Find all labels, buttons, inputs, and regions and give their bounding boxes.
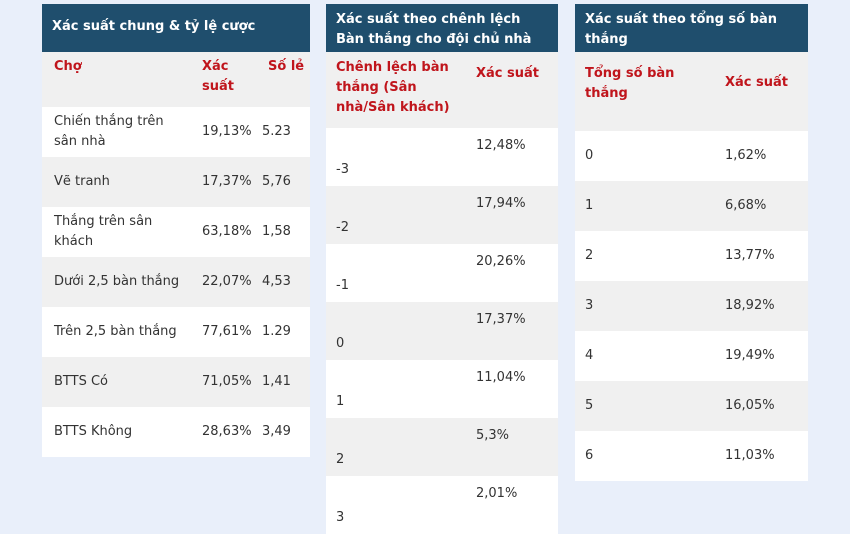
odds-cell: 1,41 bbox=[256, 357, 310, 407]
table-row: Thắng trên sân khách 63,18% 1,58 bbox=[42, 207, 310, 257]
probability-cell: 71,05% bbox=[190, 357, 256, 407]
market-cell: Trên 2,5 bàn thắng bbox=[42, 307, 190, 357]
probability-cell: 2,01% bbox=[466, 476, 558, 534]
market-cell: Thắng trên sân khách bbox=[42, 207, 190, 257]
goal-difference-cell: -3 bbox=[326, 128, 466, 186]
table-row: Chiến thắng trên sân nhà 19,13% 5.23 bbox=[42, 107, 310, 157]
table-row: 3 2,01% bbox=[326, 476, 558, 534]
probability-cell: 17,94% bbox=[466, 186, 558, 244]
market-cell: Vẽ tranh bbox=[42, 157, 190, 207]
total-goals-cell: 1 bbox=[575, 181, 715, 231]
probability-cell: 19,49% bbox=[715, 331, 808, 381]
column-header-odds: Số lẻ bbox=[256, 52, 310, 107]
probability-cell: 16,05% bbox=[715, 381, 808, 431]
table-header-row: Chợ Xác suất Số lẻ bbox=[42, 52, 310, 107]
table-row: Vẽ tranh 17,37% 5,76 bbox=[42, 157, 310, 207]
probability-cell: 1,62% bbox=[715, 131, 808, 181]
probability-cell: 22,07% bbox=[190, 257, 256, 307]
panel-title: Xác suất chung & tỷ lệ cược bbox=[42, 4, 310, 52]
goal-difference-cell: -1 bbox=[326, 244, 466, 302]
odds-cell: 5.23 bbox=[256, 107, 310, 157]
table-row: 4 19,49% bbox=[575, 331, 808, 381]
table-row: 3 18,92% bbox=[575, 281, 808, 331]
odds-cell: 1,58 bbox=[256, 207, 310, 257]
table-row: -1 20,26% bbox=[326, 244, 558, 302]
column-header-market: Chợ bbox=[42, 52, 190, 107]
table-row: 0 1,62% bbox=[575, 131, 808, 181]
table-row: 1 6,68% bbox=[575, 181, 808, 231]
column-header-goal-difference: Chênh lệch bàn thắng (Sân nhà/Sân khách) bbox=[326, 52, 466, 128]
odds-cell: 5,76 bbox=[256, 157, 310, 207]
probability-cell: 5,3% bbox=[466, 418, 558, 476]
table-row: Dưới 2,5 bàn thắng 22,07% 4,53 bbox=[42, 257, 310, 307]
table-row: 6 11,03% bbox=[575, 431, 808, 481]
goal-difference-table: Chênh lệch bàn thắng (Sân nhà/Sân khách)… bbox=[326, 52, 558, 534]
odds-cell: 4,53 bbox=[256, 257, 310, 307]
probability-cell: 63,18% bbox=[190, 207, 256, 257]
odds-cell: 1.29 bbox=[256, 307, 310, 357]
table-row: 5 16,05% bbox=[575, 381, 808, 431]
probability-cell: 13,77% bbox=[715, 231, 808, 281]
total-goals-cell: 5 bbox=[575, 381, 715, 431]
probability-cell: 20,26% bbox=[466, 244, 558, 302]
market-cell: BTTS Có bbox=[42, 357, 190, 407]
probability-cell: 12,48% bbox=[466, 128, 558, 186]
goal-difference-cell: -2 bbox=[326, 186, 466, 244]
market-cell: BTTS Không bbox=[42, 407, 190, 457]
probability-cell: 77,61% bbox=[190, 307, 256, 357]
general-odds-panel: Xác suất chung & tỷ lệ cược Chợ Xác suất… bbox=[42, 4, 310, 457]
table-row: -3 12,48% bbox=[326, 128, 558, 186]
total-goals-panel: Xác suất theo tổng số bàn thắng Tổng số … bbox=[575, 4, 808, 481]
table-header-row: Tổng số bàn thắng Xác suất bbox=[575, 52, 808, 131]
market-cell: Chiến thắng trên sân nhà bbox=[42, 107, 190, 157]
table-row: 1 11,04% bbox=[326, 360, 558, 418]
total-goals-cell: 6 bbox=[575, 431, 715, 481]
probability-cell: 28,63% bbox=[190, 407, 256, 457]
column-header-probability: Xác suất bbox=[190, 52, 256, 107]
column-header-total-goals: Tổng số bàn thắng bbox=[575, 52, 715, 131]
goal-difference-panel: Xác suất theo chênh lệch Bàn thắng cho đ… bbox=[326, 4, 558, 534]
table-row: BTTS Có 71,05% 1,41 bbox=[42, 357, 310, 407]
total-goals-table: Tổng số bàn thắng Xác suất 0 1,62% 1 6,68% 2… bbox=[575, 52, 808, 481]
table-row: 2 5,3% bbox=[326, 418, 558, 476]
probability-cell: 17,37% bbox=[466, 302, 558, 360]
goal-difference-cell: 0 bbox=[326, 302, 466, 360]
market-cell: Dưới 2,5 bàn thắng bbox=[42, 257, 190, 307]
total-goals-cell: 2 bbox=[575, 231, 715, 281]
goal-difference-cell: 3 bbox=[326, 476, 466, 534]
total-goals-cell: 0 bbox=[575, 131, 715, 181]
table-row: Trên 2,5 bàn thắng 77,61% 1.29 bbox=[42, 307, 310, 357]
goal-difference-cell: 2 bbox=[326, 418, 466, 476]
probability-cell: 6,68% bbox=[715, 181, 808, 231]
goal-difference-cell: 1 bbox=[326, 360, 466, 418]
table-row: BTTS Không 28,63% 3,49 bbox=[42, 407, 310, 457]
panel-title: Xác suất theo chênh lệch Bàn thắng cho đ… bbox=[326, 4, 558, 52]
odds-cell: 3,49 bbox=[256, 407, 310, 457]
table-row: 2 13,77% bbox=[575, 231, 808, 281]
table-row: -2 17,94% bbox=[326, 186, 558, 244]
panel-title: Xác suất theo tổng số bàn thắng bbox=[575, 4, 808, 52]
probability-cell: 18,92% bbox=[715, 281, 808, 331]
total-goals-cell: 4 bbox=[575, 331, 715, 381]
probability-cell: 17,37% bbox=[190, 157, 256, 207]
probability-cell: 19,13% bbox=[190, 107, 256, 157]
total-goals-cell: 3 bbox=[575, 281, 715, 331]
probability-cell: 11,04% bbox=[466, 360, 558, 418]
column-header-probability: Xác suất bbox=[715, 52, 808, 131]
probability-cell: 11,03% bbox=[715, 431, 808, 481]
column-header-probability: Xác suất bbox=[466, 52, 558, 128]
table-header-row: Chênh lệch bàn thắng (Sân nhà/Sân khách)… bbox=[326, 52, 558, 128]
odds-table: Chợ Xác suất Số lẻ Chiến thắng trên sân … bbox=[42, 52, 310, 457]
table-row: 0 17,37% bbox=[326, 302, 558, 360]
